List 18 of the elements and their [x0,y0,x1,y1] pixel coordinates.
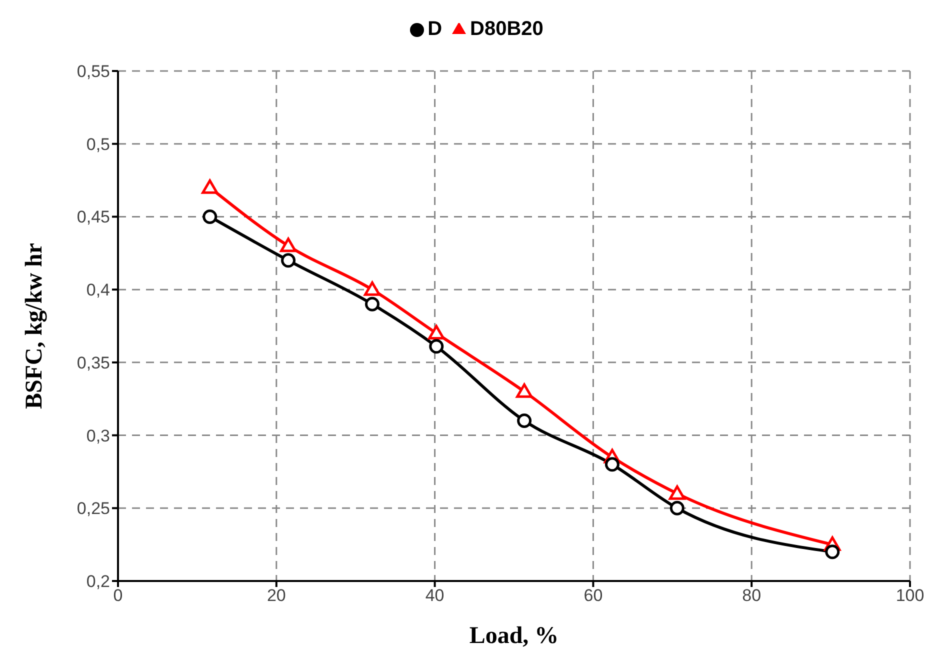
x-tick-label: 100 [896,586,924,606]
y-tick-label: 0,5 [86,134,110,154]
x-tick-label: 0 [113,586,123,606]
y-tick-label: 0,35 [76,353,110,372]
y-tick-label: 0,45 [76,208,110,227]
y-tick-label: 0,4 [86,280,110,300]
x-tick-label: 60 [584,586,603,606]
y-tick-label: 0,3 [86,426,110,446]
y-axis-title: BSFC, kg/kw hr [22,242,48,410]
x-tick-label: 20 [266,586,286,606]
y-tick-label: 0,55 [76,62,110,82]
legend-label: D80B20 [470,18,544,40]
y-tick-label: 0,25 [76,499,110,518]
x-axis-title: Load, % [469,623,559,650]
legend-label: D [428,18,442,40]
x-tick-label: 80 [742,586,762,606]
x-tick-label: 40 [425,586,444,606]
y-tick-label: 0,2 [86,572,110,592]
